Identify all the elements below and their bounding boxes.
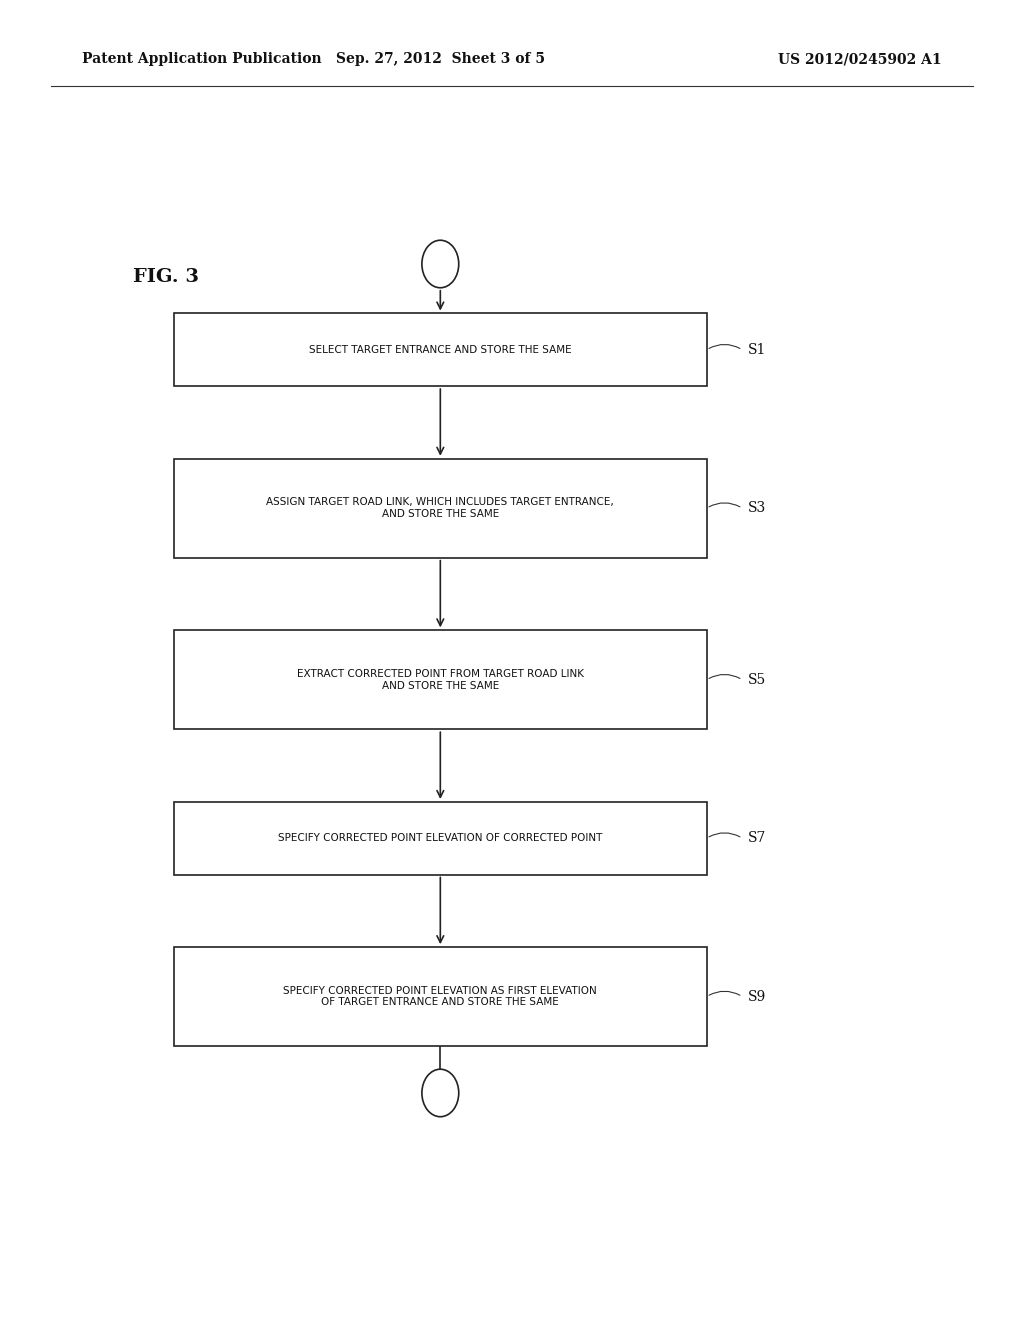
FancyBboxPatch shape [174, 803, 707, 875]
FancyBboxPatch shape [174, 631, 707, 729]
Text: Sep. 27, 2012  Sheet 3 of 5: Sep. 27, 2012 Sheet 3 of 5 [336, 53, 545, 66]
Text: S3: S3 [748, 502, 766, 515]
FancyBboxPatch shape [174, 948, 707, 1045]
Text: S1: S1 [748, 343, 766, 356]
Text: SPECIFY CORRECTED POINT ELEVATION OF CORRECTED POINT: SPECIFY CORRECTED POINT ELEVATION OF COR… [279, 833, 602, 843]
Text: EXTRACT CORRECTED POINT FROM TARGET ROAD LINK
AND STORE THE SAME: EXTRACT CORRECTED POINT FROM TARGET ROAD… [297, 669, 584, 690]
FancyBboxPatch shape [174, 313, 707, 385]
Text: S7: S7 [748, 832, 766, 845]
Text: SPECIFY CORRECTED POINT ELEVATION AS FIRST ELEVATION
OF TARGET ENTRANCE AND STOR: SPECIFY CORRECTED POINT ELEVATION AS FIR… [284, 986, 597, 1007]
Text: Patent Application Publication: Patent Application Publication [82, 53, 322, 66]
Text: ASSIGN TARGET ROAD LINK, WHICH INCLUDES TARGET ENTRANCE,
AND STORE THE SAME: ASSIGN TARGET ROAD LINK, WHICH INCLUDES … [266, 498, 614, 519]
Text: SELECT TARGET ENTRANCE AND STORE THE SAME: SELECT TARGET ENTRANCE AND STORE THE SAM… [309, 345, 571, 355]
Text: S5: S5 [748, 673, 766, 686]
FancyBboxPatch shape [174, 459, 707, 557]
Text: US 2012/0245902 A1: US 2012/0245902 A1 [778, 53, 942, 66]
Text: FIG. 3: FIG. 3 [133, 268, 199, 286]
Text: S9: S9 [748, 990, 766, 1003]
